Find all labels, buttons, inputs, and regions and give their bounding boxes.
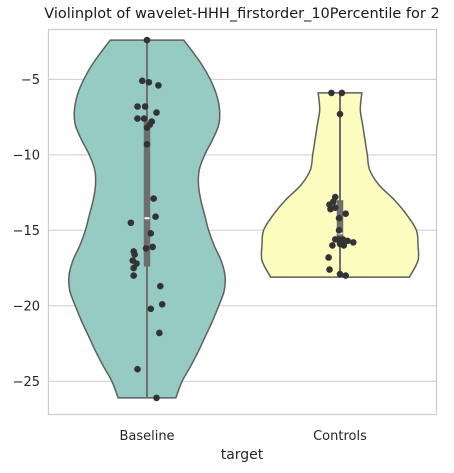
data-point-controls — [329, 242, 336, 249]
data-point-baseline — [131, 251, 138, 258]
data-point-baseline — [127, 219, 135, 227]
data-point-controls — [340, 242, 348, 249]
data-point-baseline — [143, 36, 151, 44]
data-point-controls — [335, 227, 343, 234]
x-tick-label: Baseline — [119, 429, 174, 444]
data-point-baseline — [141, 103, 149, 110]
data-point-controls — [336, 110, 344, 118]
data-point-baseline — [142, 245, 150, 252]
x-tick-labels: Baseline Controls — [119, 429, 367, 444]
data-point-baseline — [150, 195, 157, 202]
data-point-controls — [326, 266, 333, 273]
data-point-controls — [338, 89, 346, 97]
data-point-baseline — [130, 264, 137, 272]
data-point-baseline — [145, 79, 153, 86]
violins — [67, 39, 420, 399]
y-tick-labels: −5 −10 −15 −20 −25 — [13, 73, 40, 390]
y-tick-label: −10 — [13, 148, 40, 163]
data-point-baseline — [149, 243, 156, 251]
data-point-baseline — [130, 272, 137, 279]
data-point-controls — [342, 210, 350, 217]
data-point-baseline — [153, 109, 160, 116]
data-point-baseline — [158, 300, 166, 308]
y-tick-label: −25 — [13, 375, 40, 390]
data-point-baseline — [152, 213, 159, 221]
y-tick-label: −15 — [13, 224, 40, 239]
x-tick-label: Controls — [313, 429, 367, 444]
data-point-baseline — [134, 103, 141, 110]
median-marker-baseline — [144, 217, 150, 220]
x-axis-label: target — [221, 447, 264, 463]
y-tick-label: −5 — [21, 73, 40, 88]
data-point-baseline — [134, 115, 141, 122]
data-point-controls — [328, 89, 335, 97]
data-point-controls — [325, 254, 332, 261]
plot-frame — [47, 28, 438, 416]
y-tick-label: −20 — [13, 299, 40, 314]
data-point-baseline — [156, 329, 163, 337]
data-point-controls — [342, 272, 350, 279]
data-point-controls — [344, 237, 351, 245]
data-point-baseline — [146, 121, 154, 128]
data-point-controls — [350, 239, 357, 246]
data-point-baseline — [140, 115, 148, 122]
data-point-controls — [331, 204, 339, 211]
data-point-baseline — [155, 82, 162, 89]
data-point-baseline — [157, 282, 164, 290]
data-point-baseline — [153, 394, 160, 402]
data-point-baseline — [143, 140, 151, 148]
data-point-baseline — [138, 77, 146, 85]
data-point-controls — [335, 214, 343, 222]
strip-points — [127, 36, 357, 402]
data-point-baseline — [134, 365, 141, 373]
chart-title: Violinplot of wavelet-HHH_firstorder_10P… — [44, 6, 439, 22]
data-point-baseline — [147, 305, 155, 313]
data-point-baseline — [147, 230, 155, 237]
data-point-controls — [336, 270, 344, 278]
